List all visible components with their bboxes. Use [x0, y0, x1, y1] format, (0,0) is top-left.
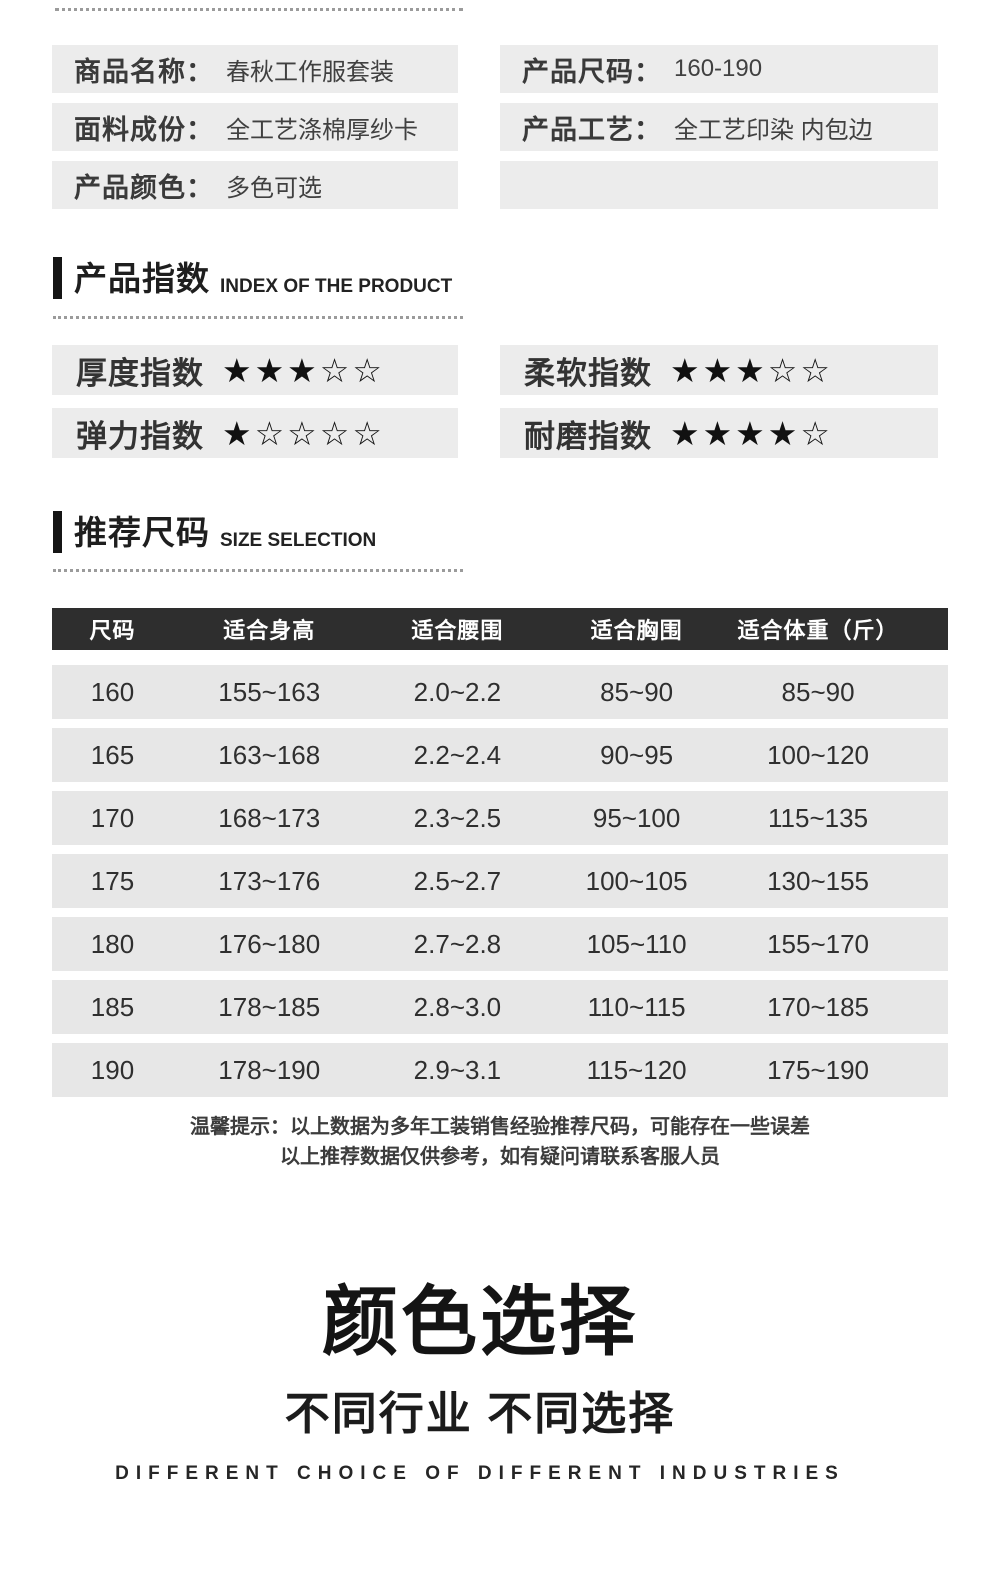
index-label: 柔软指数	[524, 355, 652, 391]
index-item: 耐磨指数 ★★★★☆	[500, 408, 938, 458]
size-table-row: 160 155~163 2.0~2.2 85~90 85~90	[52, 665, 948, 719]
size-table-row: 180 176~180 2.7~2.8 105~110 155~170	[52, 917, 948, 971]
table-cell: 85~90	[600, 676, 674, 707]
table-cell: 100~105	[585, 865, 688, 896]
product-info-section: 商品名称： 春秋工作服套装 产品尺码： 160-190 面料成份： 全工艺涤棉厚纱卡 产品工…	[52, 45, 938, 209]
table-cell: 176~180	[218, 928, 321, 959]
size-section-title: 推荐尺码	[74, 513, 210, 551]
table-cell: 95~100	[592, 802, 681, 833]
table-cell: 2.3~2.5	[413, 802, 502, 833]
column-header: 适合身高	[223, 618, 316, 643]
table-cell: 178~190	[218, 1054, 321, 1085]
table-cell: 168~173	[218, 802, 321, 833]
note-line2: 以上推荐数据仅供参考，如有疑问请联系客服人员	[280, 1146, 720, 1168]
table-cell: 155~170	[767, 928, 870, 959]
table-cell: 115~135	[768, 802, 869, 833]
index-item: 弹力指数 ★☆☆☆☆	[52, 408, 458, 458]
size-section-title-en: SIZE SELECTION	[220, 530, 377, 551]
size-table-row: 170 168~173 2.3~2.5 95~100 115~135	[52, 791, 948, 845]
table-cell: 2.2~2.4	[413, 739, 502, 770]
index-item: 厚度指数 ★★★☆☆	[52, 345, 458, 395]
table-cell: 100~120	[767, 739, 870, 770]
info-label: 产品颜色：	[74, 172, 214, 203]
table-cell: 85~90	[781, 676, 855, 707]
info-box	[500, 161, 938, 209]
info-box: 商品名称： 春秋工作服套装	[52, 45, 458, 93]
info-label: 商品名称：	[74, 56, 214, 87]
index-label: 耐磨指数	[524, 418, 652, 454]
info-label: 产品尺码：	[522, 56, 662, 87]
color-section-title: 颜色选择	[322, 1280, 638, 1365]
table-cell: 180	[90, 928, 135, 959]
top-divider	[55, 8, 463, 11]
column-header: 适合腰围	[411, 618, 504, 643]
heading-bar	[53, 257, 62, 299]
index-section-title: 产品指数	[74, 259, 210, 297]
table-cell: 173~176	[218, 865, 321, 896]
table-cell: 175	[90, 865, 135, 896]
index-section-divider	[53, 316, 463, 319]
index-label: 厚度指数	[76, 355, 204, 391]
star-rating: ★☆☆☆☆	[222, 414, 385, 452]
table-cell: 163~168	[218, 739, 321, 770]
info-label: 面料成份：	[74, 114, 214, 145]
table-cell: 2.5~2.7	[413, 865, 502, 896]
index-section-title-en: INDEX OF THE PRODUCT	[220, 276, 453, 297]
product-index-section: 厚度指数 ★★★☆☆ 柔软指数 ★★★☆☆ 弹力指数 ★☆☆☆☆ 耐磨指数 ★★★★☆	[52, 345, 938, 458]
info-box: 面料成份： 全工艺涤棉厚纱卡	[52, 103, 458, 151]
info-value: 160-190	[674, 55, 763, 82]
size-table-row: 165 163~168 2.2~2.4 90~95 100~120	[52, 728, 948, 782]
size-note: 温馨提示：以上数据为多年工装销售经验推荐尺码，可能存在一些误差 以上推荐数据仅供…	[52, 1112, 948, 1172]
table-cell: 178~185	[218, 991, 321, 1022]
size-table: 尺码 适合身高 适合腰围 适合胸围 适合体重（斤） 160 155~163 2.0~2.2 85…	[52, 608, 948, 1106]
table-cell: 2.8~3.0	[413, 991, 502, 1022]
index-section-header: 产品指数 INDEX OF THE PRODUCT	[53, 257, 452, 299]
note-line1: 温馨提示：以上数据为多年工装销售经验推荐尺码，可能存在一些误差	[190, 1116, 810, 1138]
size-table-header-row: 尺码 适合身高 适合腰围 适合胸围 适合体重（斤）	[52, 608, 948, 650]
info-value: 春秋工作服套装	[226, 58, 394, 86]
table-cell: 2.0~2.2	[413, 676, 502, 707]
table-cell: 90~95	[600, 739, 674, 770]
info-label: 产品工艺：	[522, 114, 662, 145]
info-box: 产品颜色： 多色可选	[52, 161, 458, 209]
size-section-divider	[53, 569, 463, 572]
size-table-row: 175 173~176 2.5~2.7 100~105 130~155	[52, 854, 948, 908]
star-rating: ★★★☆☆	[222, 351, 385, 389]
table-cell: 165	[90, 739, 135, 770]
info-box: 产品尺码： 160-190	[500, 45, 938, 93]
index-item: 柔软指数 ★★★☆☆	[500, 345, 938, 395]
size-table-row: 190 178~190 2.9~3.1 115~120 175~190	[52, 1043, 948, 1097]
table-cell: 110~115	[587, 991, 686, 1022]
index-label: 弹力指数	[76, 418, 204, 454]
table-cell: 190	[90, 1054, 135, 1085]
table-cell: 2.9~3.1	[413, 1054, 502, 1085]
size-table-row: 185 178~185 2.8~3.0 110~115 170~185	[52, 980, 948, 1034]
table-cell: 2.7~2.8	[413, 928, 502, 959]
table-cell: 115~120	[586, 1054, 687, 1085]
column-header: 适合体重（斤）	[737, 618, 899, 643]
column-header: 尺码	[89, 618, 136, 643]
heading-bar	[53, 511, 62, 553]
table-cell: 170~185	[767, 991, 870, 1022]
info-box: 产品工艺： 全工艺印染 内包边	[500, 103, 938, 151]
info-value: 全工艺印染 内包边	[674, 116, 873, 144]
table-cell: 105~110	[586, 928, 687, 959]
info-value: 多色可选	[226, 174, 322, 202]
info-value: 全工艺涤棉厚纱卡	[226, 116, 418, 144]
table-cell: 160	[90, 676, 135, 707]
column-header: 适合胸围	[590, 618, 683, 643]
color-selection-section: 颜色选择 不同行业 不同选择 DIFFERENT CHOICE OF DIFFE…	[0, 1280, 960, 1484]
color-section-subtitle-en: DIFFERENT CHOICE OF DIFFERENT INDUSTRIES	[115, 1463, 845, 1484]
star-rating: ★★★★☆	[670, 414, 833, 452]
size-section-header: 推荐尺码 SIZE SELECTION	[53, 511, 376, 553]
table-cell: 130~155	[767, 865, 870, 896]
table-cell: 185	[90, 991, 135, 1022]
table-cell: 155~163	[218, 676, 321, 707]
table-cell: 175~190	[767, 1054, 870, 1085]
color-section-subtitle: 不同行业 不同选择	[284, 1388, 676, 1439]
table-cell: 170	[90, 802, 135, 833]
star-rating: ★★★☆☆	[670, 351, 833, 389]
